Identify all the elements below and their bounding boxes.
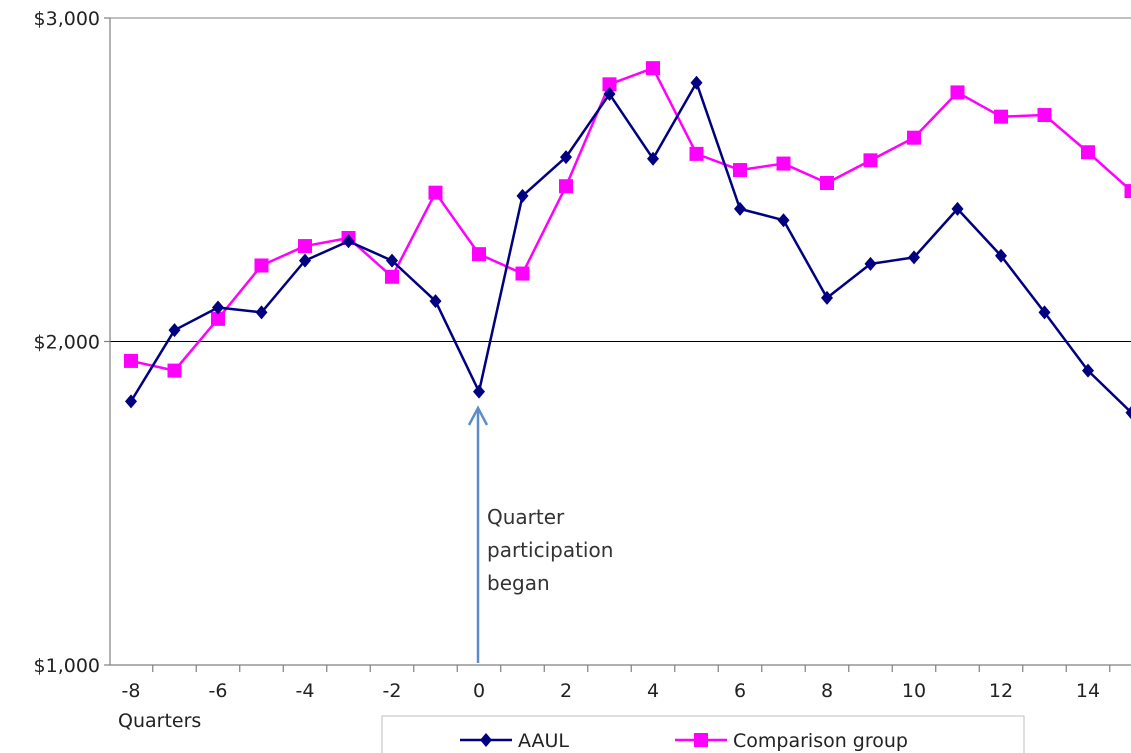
data-point-aaul xyxy=(473,384,485,399)
data-point-aaul xyxy=(690,75,703,90)
legend-marker-aaul xyxy=(480,733,492,747)
data-point-comparison xyxy=(124,353,138,368)
data-point-aaul xyxy=(951,201,964,216)
data-point-comparison xyxy=(385,269,399,284)
data-point-comparison xyxy=(776,156,791,171)
data-point-comparison xyxy=(472,247,486,262)
data-point-aaul xyxy=(125,394,137,409)
data-point-aaul xyxy=(342,234,355,249)
data-point-aaul xyxy=(1125,406,1131,420)
annotation-line-1: Quarter xyxy=(487,505,565,529)
x-tick-label: -6 xyxy=(209,680,228,702)
data-point-comparison xyxy=(515,266,530,281)
series-layer xyxy=(124,61,1131,420)
data-point-aaul xyxy=(429,294,442,309)
y-tick-label: $2,000 xyxy=(34,332,100,354)
legend-label-aaul: AAUL xyxy=(518,730,569,752)
data-point-comparison xyxy=(559,179,573,194)
series-line-comparison xyxy=(130,66,1131,372)
data-point-aaul xyxy=(1038,305,1051,320)
x-tick-label: 10 xyxy=(902,680,926,702)
data-point-comparison xyxy=(602,77,617,92)
data-point-aaul xyxy=(516,188,529,203)
x-tick-label: 14 xyxy=(1076,680,1100,702)
legend: AAUL Comparison group xyxy=(381,715,1025,753)
x-tick-label: 2 xyxy=(560,680,572,702)
annotation-line-2: participation xyxy=(487,538,613,562)
data-point-comparison xyxy=(950,85,965,100)
x-axis-title: Quarters xyxy=(118,710,201,732)
x-tick-label: 0 xyxy=(473,680,485,702)
x-tick-label: -4 xyxy=(296,680,315,702)
data-point-comparison xyxy=(1037,108,1052,123)
annotation-arrow-head xyxy=(467,405,489,426)
annotation: Quarter participation began xyxy=(467,405,613,663)
data-point-comparison xyxy=(689,146,704,161)
x-tick-label: 4 xyxy=(647,680,659,702)
data-point-comparison xyxy=(1081,145,1095,160)
data-point-aaul xyxy=(995,248,1007,263)
data-point-aaul xyxy=(734,201,746,216)
x-tick-label: 6 xyxy=(734,680,746,702)
data-point-aaul xyxy=(212,300,224,315)
data-point-aaul xyxy=(908,250,920,265)
x-tick-label: 12 xyxy=(989,680,1013,702)
data-point-aaul xyxy=(299,253,311,268)
data-point-aaul xyxy=(386,253,398,268)
data-point-aaul xyxy=(1082,363,1094,378)
data-point-aaul xyxy=(777,213,790,228)
data-point-aaul xyxy=(603,87,616,102)
data-point-comparison xyxy=(1124,184,1131,199)
data-point-comparison xyxy=(994,109,1008,124)
x-tick-label: -2 xyxy=(383,680,402,702)
gridlines xyxy=(110,17,1131,342)
data-point-comparison xyxy=(428,185,443,200)
data-point-aaul xyxy=(821,290,833,305)
data-point-aaul xyxy=(864,256,877,271)
data-point-comparison xyxy=(863,153,878,168)
data-point-aaul xyxy=(647,151,659,166)
y-axis-ticks: $1,000 $2,000 $3,000 xyxy=(34,8,110,677)
data-point-aaul xyxy=(560,150,572,165)
data-point-comparison xyxy=(820,175,834,190)
x-tick-label: 8 xyxy=(821,680,833,702)
data-point-comparison xyxy=(211,311,225,326)
data-point-comparison xyxy=(907,130,921,145)
data-point-comparison xyxy=(254,258,269,273)
data-point-aaul xyxy=(168,323,181,338)
series-line-aaul xyxy=(129,81,1131,414)
y-tick-label: $1,000 xyxy=(34,655,100,677)
data-point-comparison xyxy=(733,163,747,178)
x-axis-ticks: -8 -6 -4 -2 0 2 4 6 8 10 12 14 xyxy=(122,665,1111,702)
data-point-aaul xyxy=(255,305,268,320)
data-point-comparison xyxy=(298,239,312,254)
y-tick-label: $3,000 xyxy=(34,8,100,30)
annotation-line-3: began xyxy=(487,571,550,595)
legend-label-comparison: Comparison group xyxy=(733,730,908,752)
data-point-comparison xyxy=(646,61,660,76)
legend-marker-comparison xyxy=(694,733,708,747)
data-point-comparison xyxy=(167,363,182,378)
x-tick-label: -8 xyxy=(122,680,141,702)
